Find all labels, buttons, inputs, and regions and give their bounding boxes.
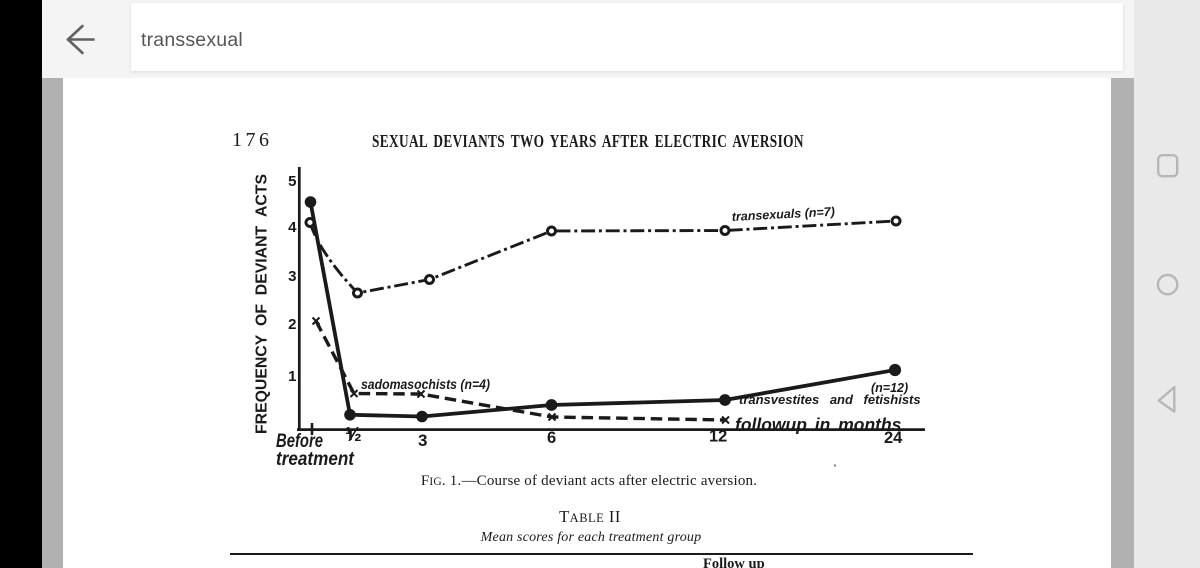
svg-text:treatment: treatment [276,449,355,470]
svg-text:5: 5 [288,173,296,190]
svg-text:6: 6 [547,429,556,447]
svg-text:2: 2 [288,316,296,333]
svg-text:12: 12 [709,428,727,446]
svg-text:1: 1 [288,368,296,385]
svg-text:4: 4 [288,219,297,236]
svg-text:followup in months: followup in months [735,415,902,435]
svg-text:Before: Before [276,431,323,452]
svg-text:24: 24 [884,429,903,447]
svg-text:3: 3 [288,268,296,285]
svg-text:sadomasochists (n=4): sadomasochists (n=4) [361,376,490,392]
svg-text:(n=12): (n=12) [871,381,908,395]
svg-text:FREQUENCY OF DEVIANT ACTS: FREQUENCY OF DEVIANT ACTS [254,174,271,434]
svg-text:3: 3 [418,431,427,450]
svg-text:transvestites and fetishists: transvestites and fetishists [739,392,921,407]
svg-text:transexuals (n=7): transexuals (n=7) [731,205,835,224]
svg-text:½: ½ [345,424,362,446]
